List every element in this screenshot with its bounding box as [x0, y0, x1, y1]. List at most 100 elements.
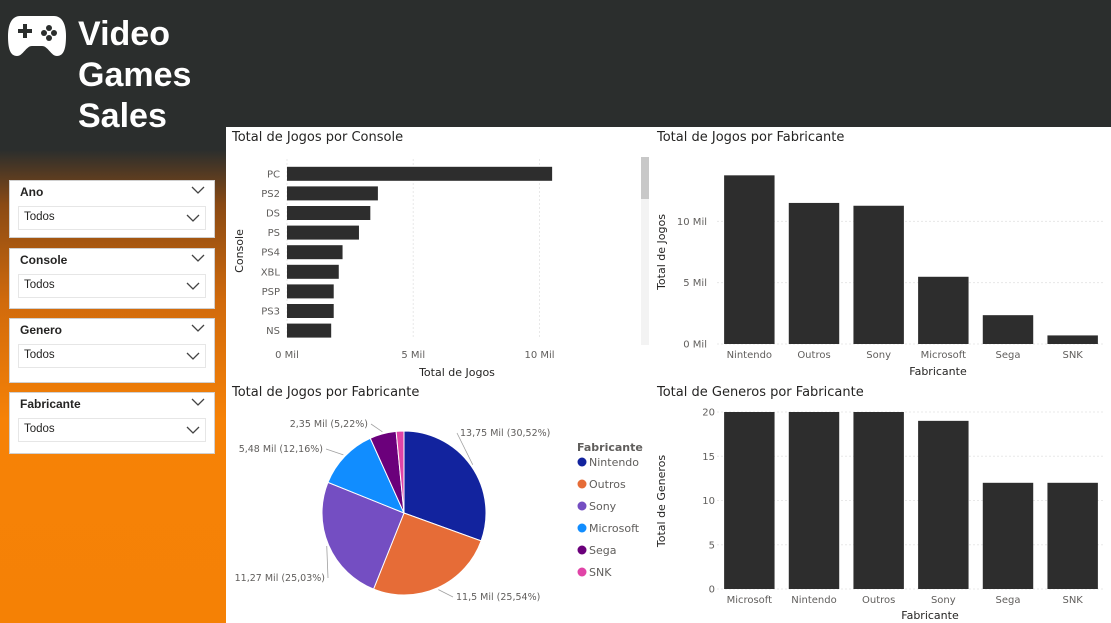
legend-item: Sega: [589, 544, 616, 557]
bar: [287, 166, 553, 181]
legend-marker: [577, 545, 587, 555]
bar: [287, 323, 332, 338]
y-tick-label: 10: [702, 496, 715, 507]
filter-value: Todos: [24, 423, 55, 435]
chart-fabricante-pie[interactable]: Total de Jogos por Fabricante 13,75 Mil …: [226, 382, 651, 623]
chart-title: Total de Jogos por Console: [232, 130, 404, 145]
x-tick-label: Sega: [996, 350, 1021, 361]
filter-fabricante: Fabricante Todos: [9, 392, 215, 454]
filter-genero: Genero Todos: [9, 318, 215, 383]
data-label: 2,35 Mil (5,22%): [290, 419, 368, 430]
leader-line: [456, 432, 474, 465]
x-tick-label: Sega: [996, 595, 1021, 606]
generos-bar-chart: 0 5 10 15 20 Microsoft Nintendo Outros Sony Sega S…: [655, 408, 1105, 622]
chevron-down-icon[interactable]: [191, 397, 205, 407]
y-tick-label: PS3: [261, 307, 280, 318]
chart-console[interactable]: Total de Jogos por Console 0 Mil 5 Mil 10 …: [226, 127, 651, 382]
chart-title: Total de Jogos por Fabricante: [232, 385, 420, 400]
x-tick-label: Sony: [931, 595, 956, 606]
chevron-down-icon[interactable]: [191, 323, 205, 333]
legend-item: SNK: [589, 566, 612, 579]
y-tick-label: 20: [702, 408, 715, 419]
x-tick-label: Sony: [866, 350, 891, 361]
filter-value: Todos: [24, 279, 55, 291]
chart-generos[interactable]: Total de Generos por Fabricante 0 5 10 15 20…: [651, 382, 1111, 623]
report-title: Video Games Sales: [78, 14, 191, 137]
leader-line: [438, 589, 454, 598]
header-bar: [226, 0, 1111, 127]
y-tick-label: PS2: [261, 189, 280, 200]
x-tick-label: Nintendo: [791, 595, 836, 606]
y-tick-label: PSP: [262, 287, 280, 298]
leader-line: [325, 448, 344, 456]
y-tick-label: XBL: [261, 267, 281, 278]
report-canvas: Total de Jogos por Console 0 Mil 5 Mil 10 …: [226, 127, 1111, 623]
scrollbar-thumb: [641, 157, 649, 199]
bar: [982, 482, 1034, 589]
legend-marker: [577, 523, 587, 533]
pie-slice: [327, 437, 405, 514]
bar: [918, 276, 969, 344]
pie-slice: [321, 481, 405, 590]
fabricante-bar-chart: 0 Mil 5 Mil 10 Mil Nintendo Outros Sony Micros…: [655, 175, 1105, 378]
y-tick-label: 5 Mil: [683, 278, 707, 289]
bar: [724, 412, 775, 589]
chevron-down-icon: [186, 426, 200, 434]
y-tick-label: NS: [266, 326, 280, 337]
filter-console: Console Todos: [9, 248, 215, 309]
legend-marker: [577, 457, 587, 467]
leader-line: [370, 423, 383, 433]
chart-title: Total de Generos por Fabricante: [657, 385, 864, 400]
chevron-down-icon[interactable]: [191, 253, 205, 263]
chevron-down-icon[interactable]: [191, 185, 205, 195]
scrollbar-track: [641, 157, 649, 345]
x-tick-label: Microsoft: [727, 595, 773, 606]
filter-label: Ano: [20, 185, 44, 199]
x-axis-title: Fabricante: [909, 365, 967, 378]
y-tick-label: DS: [266, 209, 280, 220]
y-axis-title: Console: [233, 229, 246, 273]
chevron-down-icon: [186, 282, 200, 290]
legend-item: Nintendo: [589, 456, 639, 469]
console-bar-chart: 0 Mil 5 Mil 10 Mil PC PS2 DS PS PS4 XBL PSP PS3 NS T…: [233, 157, 649, 379]
x-tick-label: 5 Mil: [401, 350, 425, 361]
leader-line: [326, 545, 329, 579]
pie-slice: [403, 430, 487, 542]
bar: [853, 412, 904, 589]
filter-dropdown[interactable]: Todos: [18, 274, 206, 298]
chevron-down-icon: [186, 214, 200, 222]
chart-fabricante-jogos[interactable]: Total de Jogos por Fabricante 0 Mil 5 Mil…: [651, 127, 1111, 382]
title-line: Games: [78, 56, 192, 94]
data-label: 13,75 Mil (30,52%): [460, 428, 550, 439]
filter-label: Genero: [20, 323, 63, 337]
bar: [287, 206, 371, 220]
y-tick-label: PS: [268, 228, 280, 239]
x-tick-label: SNK: [1062, 595, 1083, 606]
filter-value: Todos: [24, 211, 55, 223]
filter-label: Console: [20, 253, 68, 267]
data-label: 11,5 Mil (25,54%): [456, 592, 540, 603]
filter-dropdown[interactable]: Todos: [18, 344, 206, 368]
title-line: Sales: [78, 97, 167, 135]
filter-dropdown[interactable]: Todos: [18, 206, 206, 230]
x-axis-title: Total de Jogos: [418, 366, 495, 379]
y-tick-label: 5: [709, 540, 715, 551]
title-line: Video: [78, 15, 170, 53]
y-axis-title: Total de Generos: [655, 455, 668, 548]
y-tick-label: PS4: [261, 248, 280, 259]
filter-label: Fabricante: [20, 397, 81, 411]
pie-slice: [372, 512, 482, 596]
fabricante-pie-chart: 13,75 Mil (30,52%) 11,5 Mil (25,54%) 11,27…: [235, 419, 643, 603]
bar: [1047, 335, 1098, 344]
filter-dropdown[interactable]: Todos: [18, 418, 206, 442]
bar: [918, 420, 969, 589]
legend-item: Microsoft: [589, 522, 640, 535]
data-label: 11,27 Mil (25,03%): [235, 573, 325, 584]
x-tick-label: SNK: [1062, 350, 1083, 361]
x-axis-title: Fabricante: [901, 609, 959, 622]
x-tick-label: Nintendo: [727, 350, 772, 361]
pie-slice: [395, 430, 405, 514]
y-tick-label: PC: [267, 169, 280, 180]
bar: [724, 175, 775, 344]
bar: [853, 205, 904, 344]
